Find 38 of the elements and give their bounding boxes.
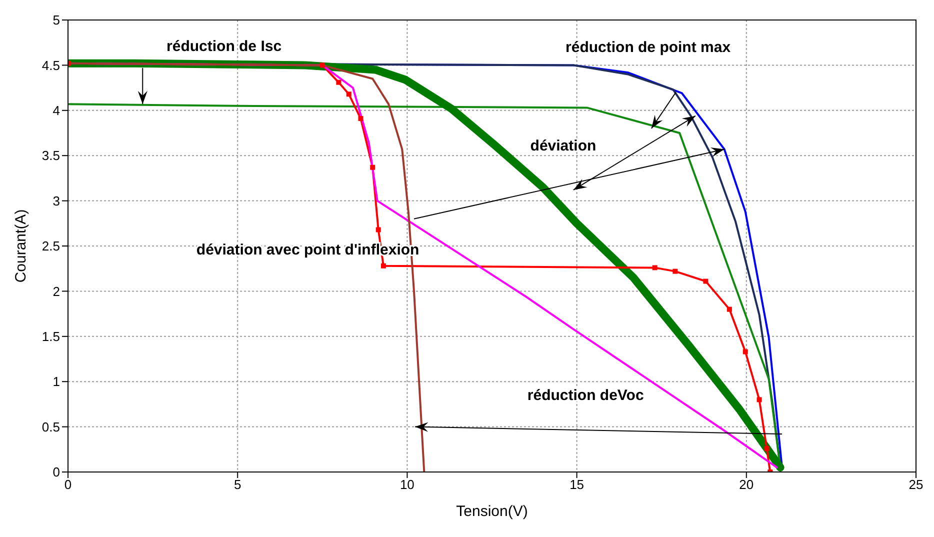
x-tick-label: 0	[64, 477, 72, 492]
y-tick-label: 0	[52, 464, 60, 480]
y-tick-label: 1	[52, 374, 60, 390]
point	[346, 92, 352, 97]
point	[380, 263, 386, 268]
line-series	[68, 62, 426, 472]
point	[370, 164, 376, 170]
y-tick-label: 2.5	[42, 238, 60, 254]
x-tick-label: 15	[570, 477, 584, 492]
annotation: réduction de Isc	[166, 38, 282, 56]
annotation: réduction deVoc	[527, 387, 644, 404]
point	[652, 265, 658, 270]
x-tick-label: 25	[908, 477, 924, 492]
annotation: réduction de point max	[566, 38, 732, 56]
x-tick-label: 5	[234, 477, 242, 492]
y-tick-label: 3.5	[42, 148, 60, 164]
y-axis-title: Courant(A)	[12, 209, 30, 283]
point	[764, 446, 770, 451]
x-axis-title: Tension(V)	[456, 503, 528, 520]
y-tick-label: 1.5	[42, 329, 60, 344]
y-tick-label: 4	[52, 103, 60, 118]
x-tick-label: 20	[739, 477, 754, 492]
x-tick-label: 10	[400, 477, 414, 492]
point	[672, 268, 678, 274]
point	[703, 278, 708, 284]
annotation: déviation	[530, 138, 596, 155]
point	[726, 306, 732, 312]
point	[358, 116, 364, 122]
point	[376, 227, 381, 232]
y-tick-label: 4.5	[42, 58, 60, 73]
point	[756, 397, 762, 402]
point	[320, 62, 325, 68]
y-tick-label: 3	[52, 193, 60, 208]
point	[742, 349, 748, 354]
y-tick-label: 0.5	[42, 419, 60, 434]
y-tick-label: 5	[52, 12, 60, 28]
y-tick-label: 2	[52, 284, 60, 299]
point	[336, 80, 342, 85]
